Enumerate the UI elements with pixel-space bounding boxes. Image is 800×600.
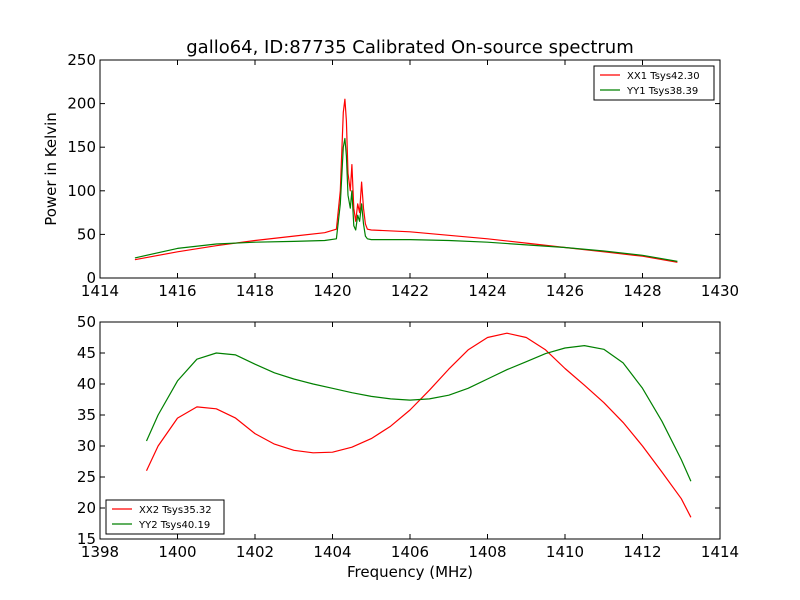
- top-xtick-label: 1430: [701, 282, 739, 300]
- bottom-ytick-label: 35: [77, 406, 96, 424]
- top-legend-label-1: XX1 Tsys42.30: [627, 71, 700, 82]
- top-ytick-label: 0: [86, 269, 96, 287]
- top-xtick-label: 1420: [313, 282, 351, 300]
- top-legend-label-2: YY1 Tsys38.39: [626, 86, 698, 97]
- top-ylabel: Power in Kelvin: [42, 112, 60, 226]
- top-ytick-label: 150: [67, 138, 96, 156]
- top-ytick-label: 250: [67, 51, 96, 69]
- top-xtick-label: 1416: [158, 282, 196, 300]
- chart-title: gallo64, ID:87735 Calibrated On-source s…: [186, 37, 634, 58]
- top-legend-box: [593, 65, 715, 101]
- top-plot: 1414 1416 1418 1420 1422 1424 1426 1428 1430 0 50 1…: [67, 51, 739, 300]
- bottom-ytick-label: 20: [77, 499, 96, 517]
- bottom-xtick-label: 1414: [701, 543, 739, 561]
- bottom-xtick-label: 1404: [313, 543, 351, 561]
- top-xtick-label: 1424: [468, 282, 506, 300]
- top-xtick-label: 1428: [623, 282, 661, 300]
- top-series-line-1: [134, 98, 678, 263]
- top-xtick-label: 1426: [546, 282, 584, 300]
- bottom-series-line-2: [145, 345, 692, 482]
- bottom-xtick-label: 1400: [158, 543, 196, 561]
- bottom-xtick-label: 1408: [468, 543, 506, 561]
- bottom-legend-label-2: YY2 Tsys40.19: [138, 520, 210, 531]
- top-series-line-2: [134, 137, 678, 262]
- bottom-xlabel: Frequency (MHz): [347, 563, 473, 581]
- top-xtick-label: 1422: [391, 282, 429, 300]
- bottom-ytick-label: 30: [77, 437, 96, 455]
- top-xtick-label: 1418: [236, 282, 274, 300]
- bottom-xtick-label: 1402: [236, 543, 274, 561]
- bottom-ytick-label: 25: [77, 468, 96, 486]
- bottom-xtick-label: 1398: [81, 543, 119, 561]
- bottom-xtick-label: 1412: [623, 543, 661, 561]
- top-ytick-label: 100: [67, 182, 96, 200]
- top-legend: XX1 Tsys42.30 YY1 Tsys38.39: [593, 65, 715, 101]
- bottom-xtick-label: 1410: [546, 543, 584, 561]
- bottom-legend-label-1: XX2 Tsys35.32: [139, 505, 212, 516]
- bottom-plot: 1398 1400 1402 1404 1406 1408 1410 1412 1414 15 20…: [77, 313, 739, 561]
- bottom-ytick-label: 15: [77, 530, 96, 548]
- bottom-xtick-label: 1406: [391, 543, 429, 561]
- bottom-ytick-label: 50: [77, 313, 96, 331]
- top-ytick-label: 50: [77, 225, 96, 243]
- bottom-legend-box: [105, 499, 225, 535]
- bottom-ytick-label: 45: [77, 344, 96, 362]
- bottom-ytick-label: 40: [77, 375, 96, 393]
- bottom-legend: XX2 Tsys35.32 YY2 Tsys40.19: [105, 499, 225, 535]
- top-xtick-label: 1414: [81, 282, 119, 300]
- top-ytick-label: 200: [67, 95, 96, 113]
